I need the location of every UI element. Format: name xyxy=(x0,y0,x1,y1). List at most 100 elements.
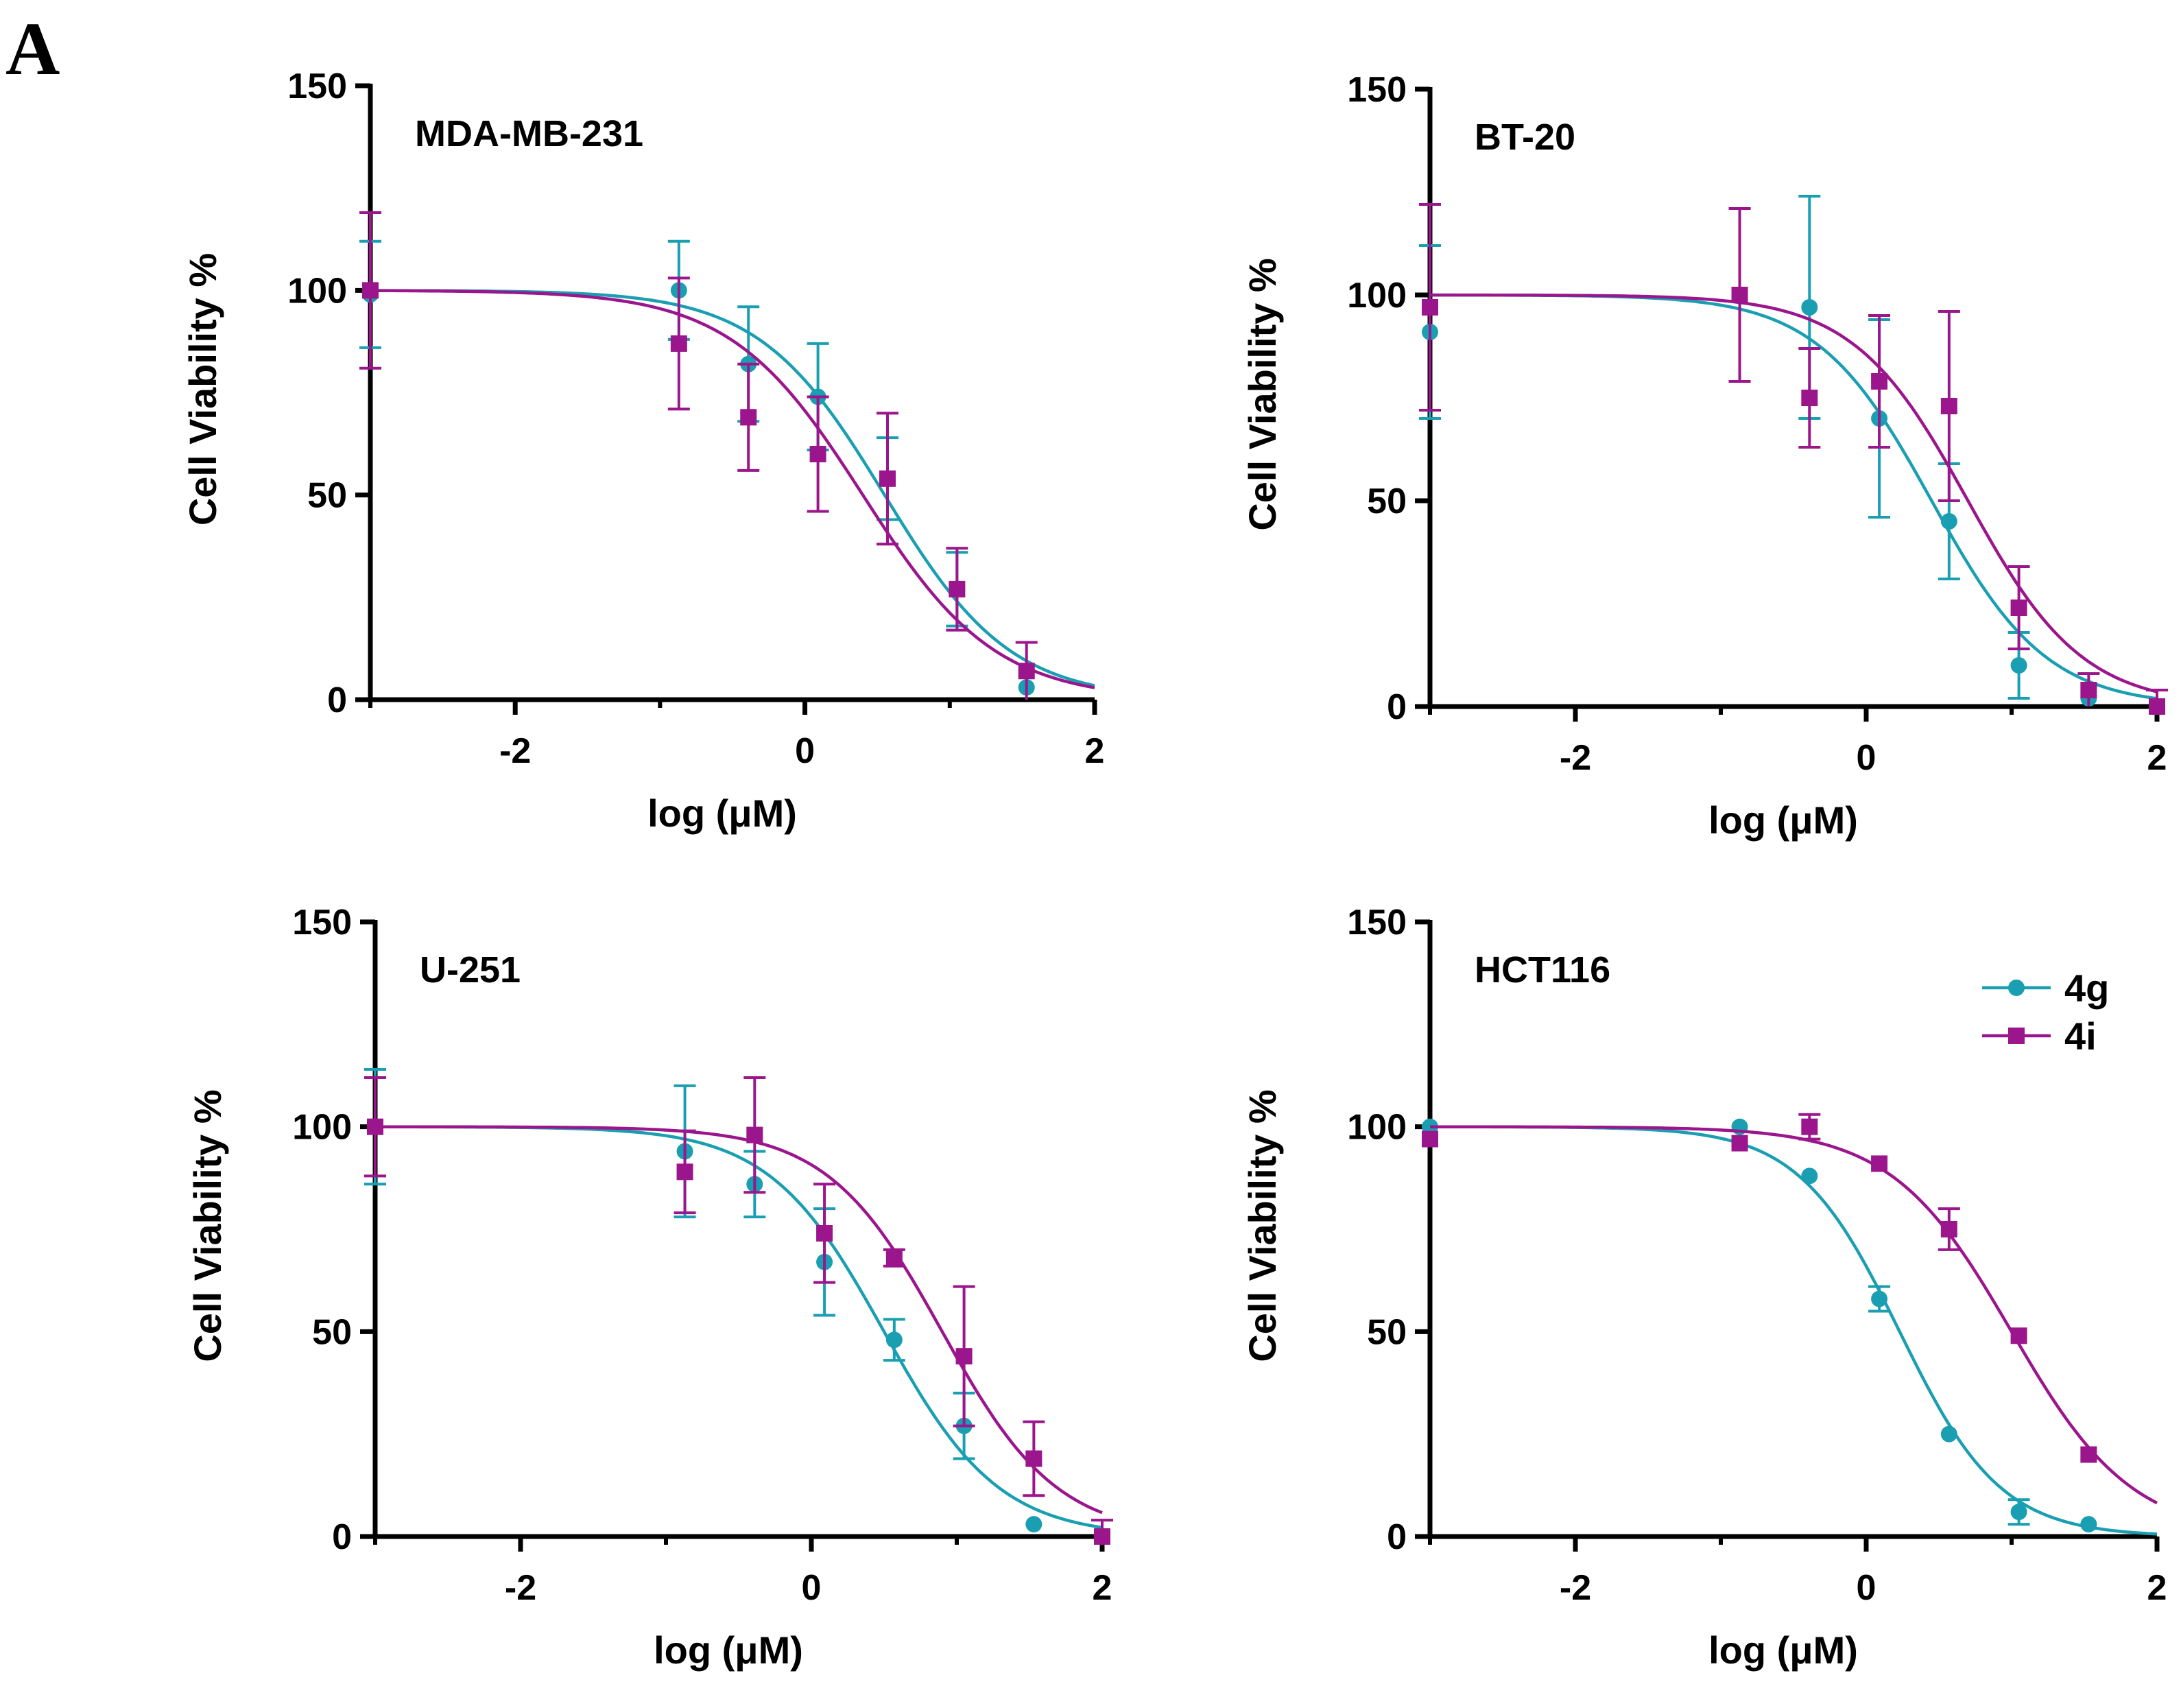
y-tick-label: 50 xyxy=(307,476,347,516)
series-4i xyxy=(364,1076,1113,1545)
data-point xyxy=(362,282,379,299)
series-4i xyxy=(1419,203,2168,715)
data-point xyxy=(2149,698,2165,715)
fit-curve xyxy=(370,289,1095,689)
data-point xyxy=(1801,1167,1818,1185)
y-tick-label: 100 xyxy=(292,1108,352,1148)
legend-label: 4g xyxy=(2064,966,2109,1010)
panel-label: A xyxy=(5,7,60,91)
legend-marker xyxy=(2008,980,2025,996)
data-point xyxy=(2010,1504,2027,1521)
y-tick-label: 0 xyxy=(332,1517,352,1557)
x-tick-label: 0 xyxy=(1857,1568,1876,1608)
y-axis-label: Cell Viability % xyxy=(186,1089,229,1362)
fit-curve xyxy=(1430,293,2158,693)
y-tick-label: 150 xyxy=(292,903,352,942)
legend-label: 4i xyxy=(2064,1015,2097,1058)
data-point xyxy=(1940,1425,1957,1443)
y-tick-label: 100 xyxy=(287,271,347,311)
y-tick-label: 0 xyxy=(327,680,347,720)
y-tick-label: 0 xyxy=(1387,1517,1407,1557)
y-tick-label: 50 xyxy=(312,1312,352,1352)
series-4i xyxy=(1422,1113,2158,1505)
series-4g xyxy=(359,239,1095,696)
x-axis-label: log (μM) xyxy=(1708,1628,1858,1672)
data-point xyxy=(1801,390,1818,406)
y-axis-label: Cell Viability % xyxy=(1241,1089,1284,1362)
data-point xyxy=(1731,287,1748,303)
x-tick-label: 0 xyxy=(795,731,815,771)
chart-title: U-251 xyxy=(420,949,521,991)
y-tick-label: 0 xyxy=(1387,687,1407,727)
x-tick-label: 2 xyxy=(1085,731,1105,771)
data-point xyxy=(1094,1528,1110,1545)
series-4g xyxy=(1419,195,2158,707)
y-tick-label: 150 xyxy=(1347,903,1407,942)
data-point xyxy=(1940,1221,1957,1237)
panels: 0 50 100 150 -2 0 2 log (μM) Cell Viability % MDA… xyxy=(181,67,2168,1672)
x-tick-label: -2 xyxy=(1560,1568,1591,1608)
data-point xyxy=(809,446,826,462)
chart-title: BT-20 xyxy=(1475,117,1575,158)
legend-item-4i: 4i xyxy=(1982,1015,2097,1058)
data-point xyxy=(1731,1135,1748,1152)
x-axis-label: log (μM) xyxy=(1708,798,1858,842)
data-point xyxy=(2010,600,2027,616)
data-point xyxy=(885,1331,903,1349)
data-point xyxy=(1801,299,1818,316)
x-tick-label: -2 xyxy=(505,1568,536,1608)
x-axis-label: log (μM) xyxy=(654,1628,803,1672)
data-point xyxy=(879,470,896,487)
data-point xyxy=(670,335,687,352)
data-point xyxy=(1871,1155,1888,1172)
data-point xyxy=(2080,1516,2097,1533)
series-4g xyxy=(364,1068,1103,1533)
fit-curve xyxy=(370,289,1095,687)
series-4g xyxy=(1422,1118,2158,1536)
chart-title: HCT116 xyxy=(1475,949,1610,991)
series-4i xyxy=(359,211,1095,700)
x-tick-label: 2 xyxy=(1093,1568,1112,1608)
x-tick-label: 0 xyxy=(1857,738,1876,778)
data-point xyxy=(955,1348,973,1365)
chart-u-251: 0 50 100 150 -2 0 2 log (μM) Cell Viability % U-2… xyxy=(186,903,1113,1672)
data-point xyxy=(740,409,757,426)
fit-curve xyxy=(375,1125,1103,1530)
data-point xyxy=(676,1163,693,1181)
fit-curve xyxy=(1430,293,2158,700)
data-point xyxy=(2010,1327,2027,1344)
x-tick-label: -2 xyxy=(1560,738,1591,778)
y-tick-label: 50 xyxy=(1367,1312,1407,1352)
fit-curve xyxy=(1430,1125,2158,1536)
x-tick-label: 2 xyxy=(2147,1568,2167,1608)
data-point xyxy=(367,1118,383,1135)
y-tick-label: 100 xyxy=(1347,276,1407,316)
data-point xyxy=(1801,1118,1818,1135)
data-point xyxy=(1940,513,1957,530)
data-point xyxy=(885,1249,903,1266)
y-axis-label: Cell Viability % xyxy=(1241,258,1284,530)
data-point xyxy=(1940,398,1957,414)
data-point xyxy=(816,1224,833,1242)
data-point xyxy=(1422,299,1438,316)
data-point xyxy=(746,1126,763,1143)
fit-curve xyxy=(375,1125,1103,1515)
chart-mda-mb-231: 0 50 100 150 -2 0 2 log (μM) Cell Viability % MDA… xyxy=(181,67,1104,835)
legend-marker xyxy=(2008,1028,2025,1044)
y-tick-label: 150 xyxy=(287,67,347,106)
data-point xyxy=(1422,1130,1438,1148)
fit-curve xyxy=(1430,1125,2158,1505)
y-tick-label: 50 xyxy=(1367,482,1407,521)
data-point xyxy=(2080,1446,2097,1463)
data-point xyxy=(1871,373,1888,390)
data-point xyxy=(1025,1516,1042,1533)
y-axis-label: Cell Viability % xyxy=(181,253,224,525)
x-axis-label: log (μM) xyxy=(647,792,797,835)
y-tick-label: 100 xyxy=(1347,1108,1407,1148)
chart-bt-20: 0 50 100 150 -2 0 2 log (μM) Cell Viability % BT-… xyxy=(1241,70,2168,842)
x-tick-label: 2 xyxy=(2147,738,2167,778)
data-point xyxy=(2080,682,2097,698)
chart-hct116: 0 50 100 150 -2 0 2 log (μM) Cell Viability % HCT… xyxy=(1241,903,2167,1672)
